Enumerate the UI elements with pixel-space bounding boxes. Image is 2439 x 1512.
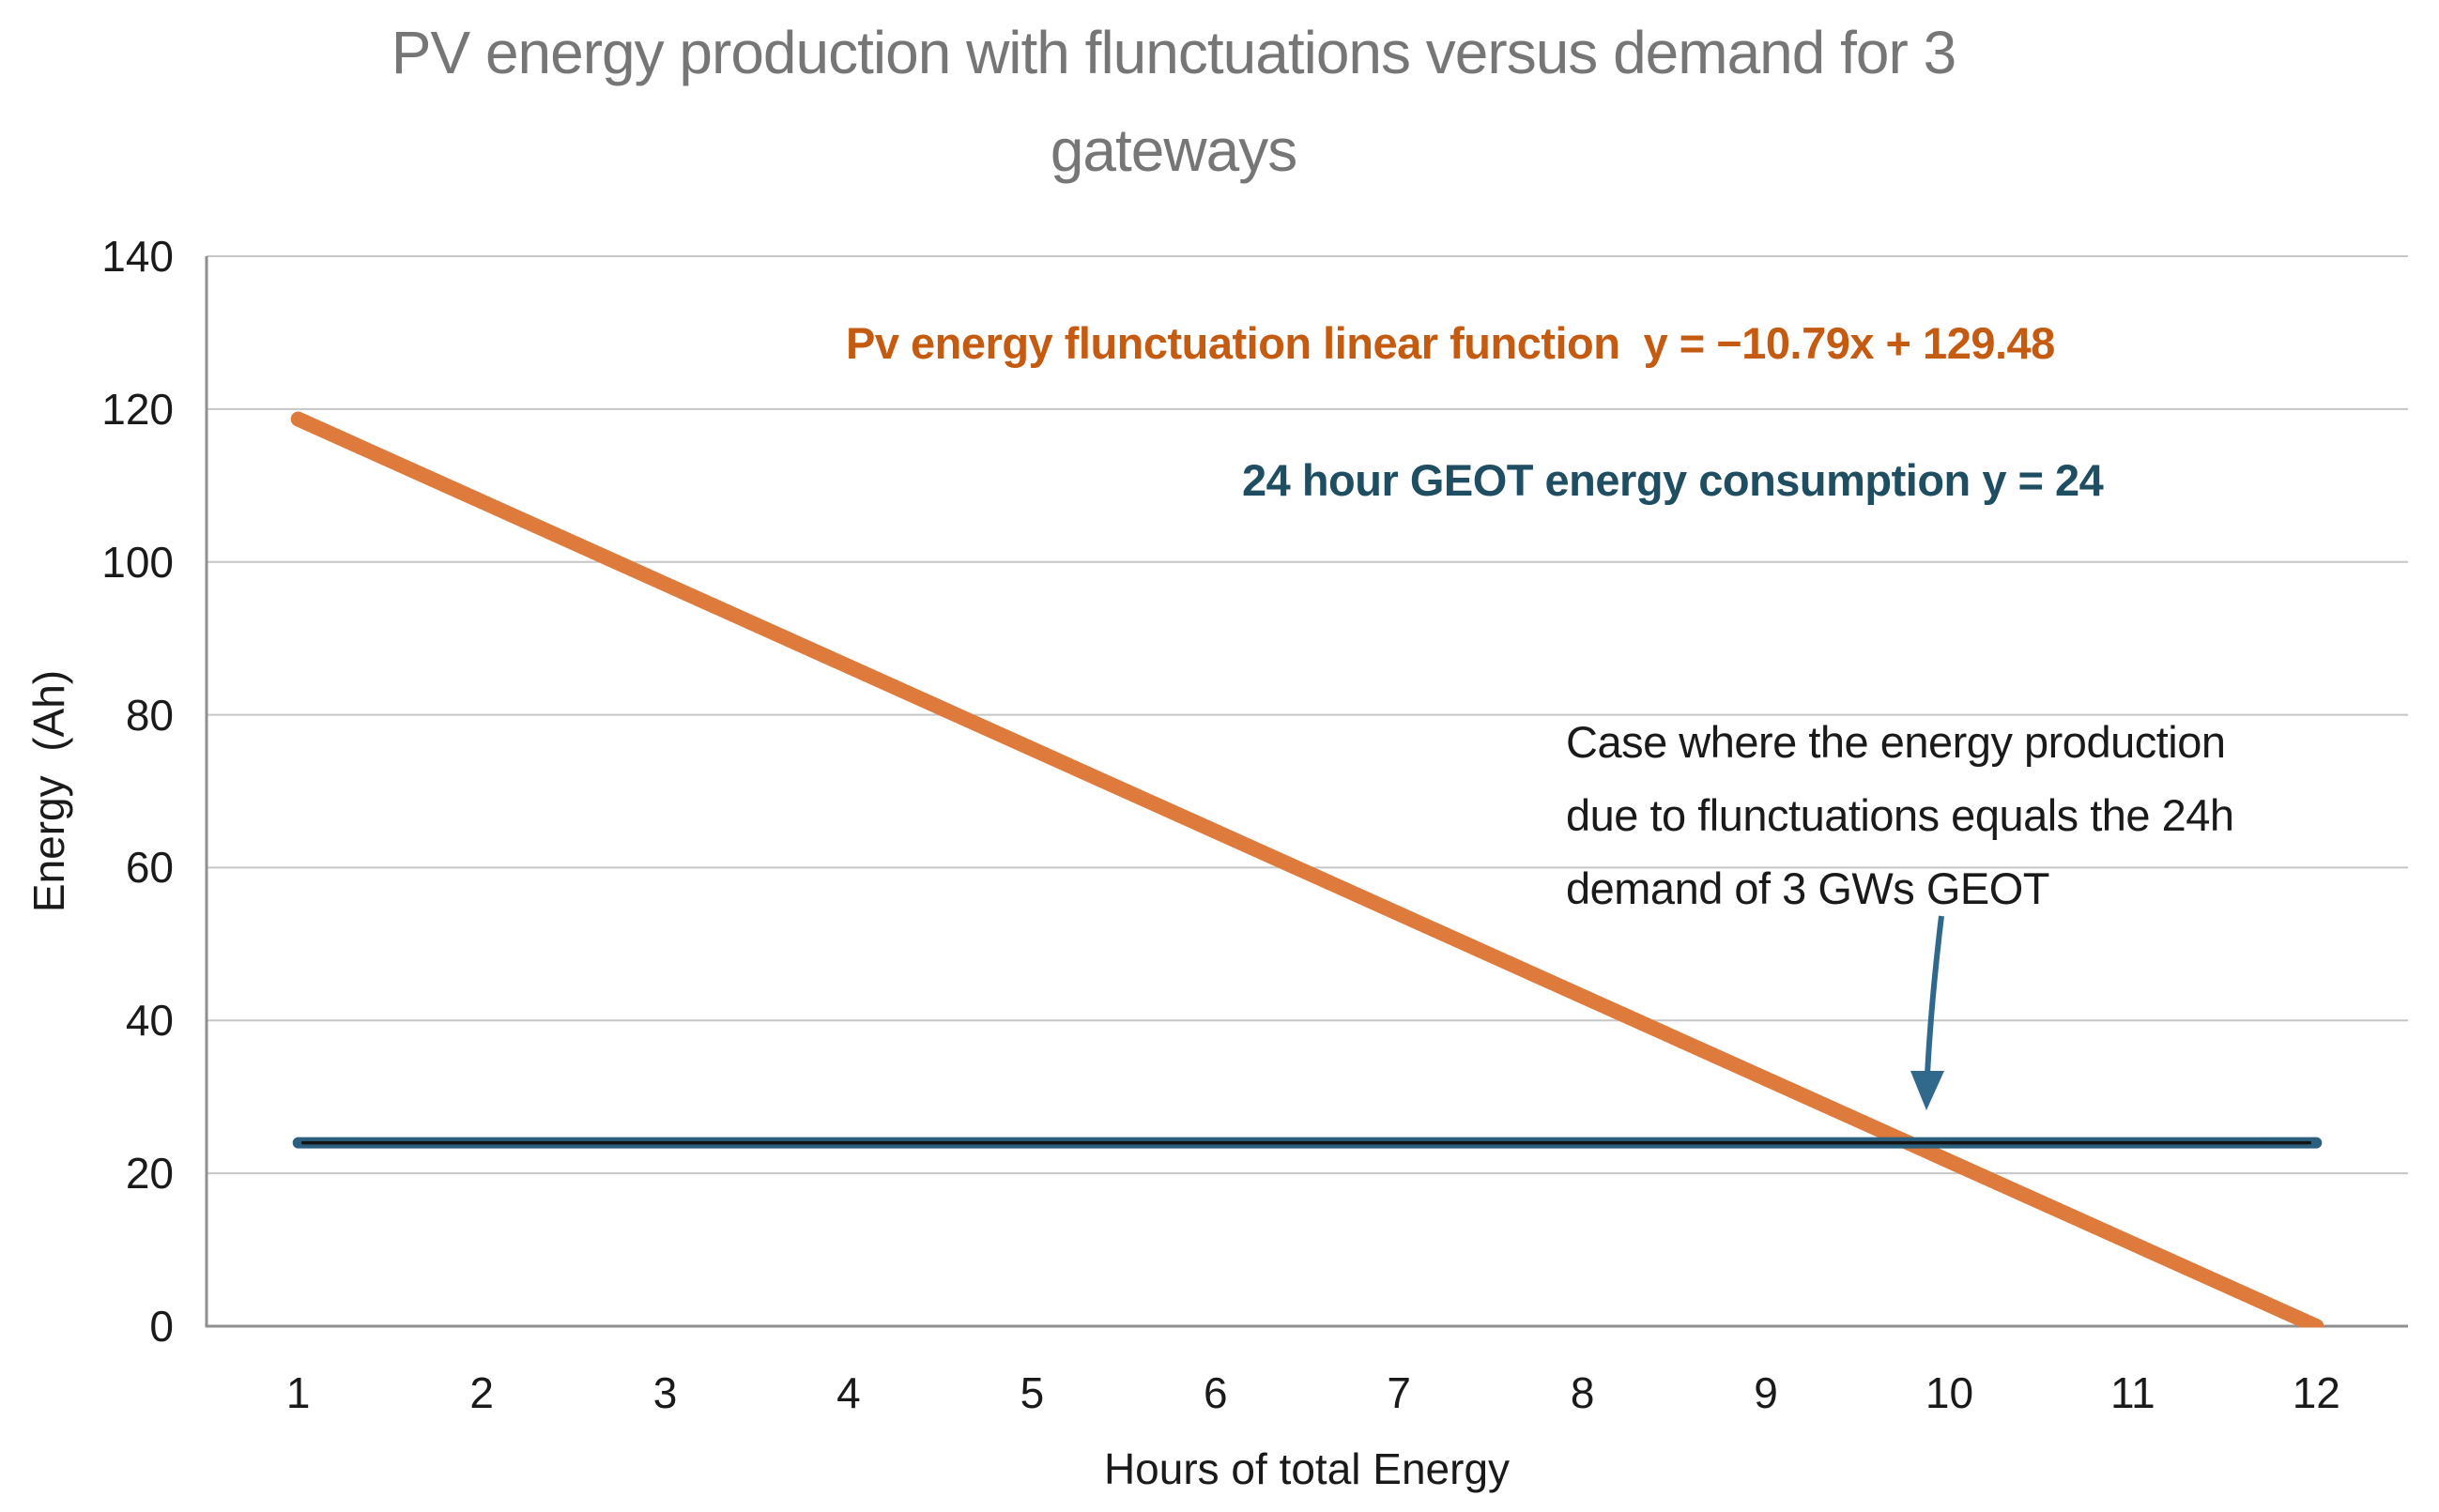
annotation-text: Case where the energy production due to … xyxy=(1566,706,2234,925)
y-tick-label-40: 40 xyxy=(125,996,174,1046)
x-tick-label-1: 1 xyxy=(285,1368,311,1417)
annotation-line2: due to flunctuations equals the 24h xyxy=(1566,790,2234,840)
y-tick-label-60: 60 xyxy=(125,843,174,893)
x-tick-label-6: 6 xyxy=(1203,1368,1228,1417)
chart-title-line1: PV energy production with flunctuations … xyxy=(391,19,1956,86)
series-label-geot: 24 hour GEOT energy consumption y = 24 xyxy=(1242,455,2104,505)
annotation-line1: Case where the energy production xyxy=(1566,717,2226,767)
y-tick-label-0: 0 xyxy=(149,1302,174,1351)
y-tick-label-140: 140 xyxy=(101,232,174,281)
x-tick-label-5: 5 xyxy=(1020,1368,1045,1417)
x-axis-title: Hours of total Energy xyxy=(1103,1444,1511,1493)
x-tick-label-4: 4 xyxy=(836,1368,861,1417)
pv-fluctuation-line xyxy=(290,411,2324,1328)
x-tick-label-8: 8 xyxy=(1570,1368,1595,1417)
annotation-arrow-stem xyxy=(1925,915,1944,1076)
x-tick-label-12: 12 xyxy=(2292,1368,2340,1417)
y-tick-label-100: 100 xyxy=(101,537,174,587)
y-tick-label-20: 20 xyxy=(125,1149,174,1199)
chart-title: PV energy production with flunctuations … xyxy=(141,4,2206,199)
x-tick-label-10: 10 xyxy=(1925,1368,1974,1417)
x-tick-label-3: 3 xyxy=(652,1368,678,1417)
annotation-line3: demand of 3 GWs GEOT xyxy=(1566,863,2050,913)
y-tick-label-80: 80 xyxy=(125,690,174,740)
y-tick-label-120: 120 xyxy=(101,384,174,434)
x-tick-label-2: 2 xyxy=(469,1368,494,1417)
series-label-pv: Pv energy flunctuation linear function y… xyxy=(846,318,2055,368)
x-tick-label-11: 11 xyxy=(2109,1368,2155,1417)
annotation-arrow-head xyxy=(1910,1071,1944,1110)
x-tick-label-7: 7 xyxy=(1387,1368,1411,1417)
chart-title-line2: gateways xyxy=(1050,116,1297,184)
x-tick-label-9: 9 xyxy=(1754,1368,1778,1417)
